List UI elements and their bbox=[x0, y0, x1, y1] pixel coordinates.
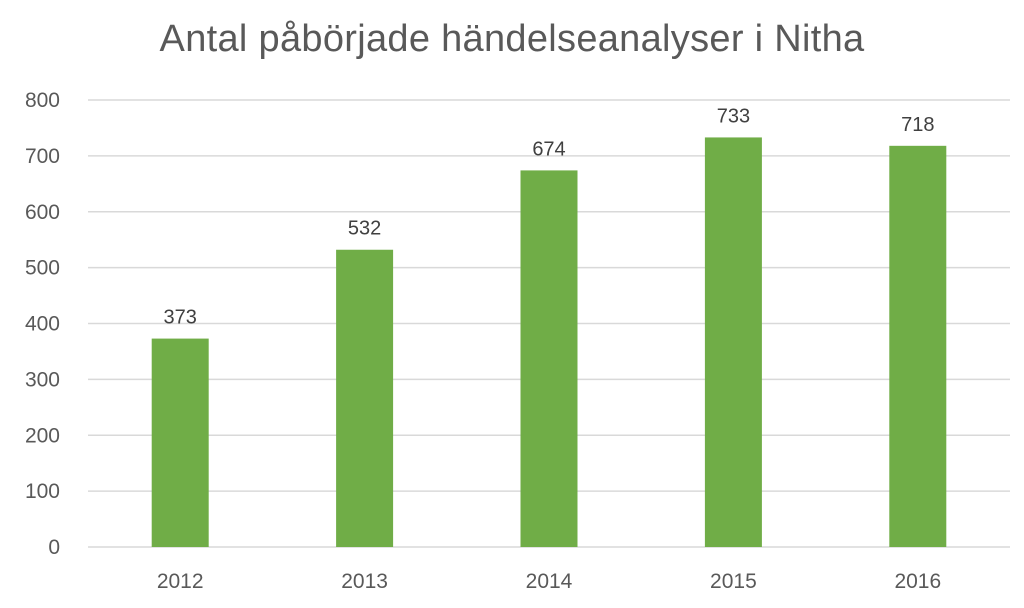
bars bbox=[151, 137, 947, 547]
y-tick-label: 800 bbox=[25, 89, 60, 112]
y-tick-label: 300 bbox=[25, 368, 60, 391]
data-label-2016: 718 bbox=[901, 114, 934, 136]
y-tick-label: 500 bbox=[25, 257, 60, 280]
y-tick-label: 600 bbox=[25, 201, 60, 224]
data-label-2014: 674 bbox=[532, 138, 565, 160]
x-axis-tick-labels: 2012 2013 2014 2015 2016 bbox=[157, 570, 941, 593]
chart-title: Antal påbörjade händelseanalyser i Nitha bbox=[159, 18, 865, 60]
bar-2013 bbox=[336, 249, 394, 547]
bar-2014 bbox=[520, 170, 578, 547]
y-axis-tick-labels: 0 100 200 300 400 500 600 700 800 bbox=[25, 89, 60, 559]
data-label-2012: 373 bbox=[164, 307, 197, 329]
data-labels: 373 532 674 733 718 bbox=[164, 105, 935, 328]
y-tick-label: 700 bbox=[25, 145, 60, 168]
bar-2016 bbox=[889, 145, 947, 547]
y-tick-label: 200 bbox=[25, 424, 60, 447]
x-tick-label-2015: 2015 bbox=[710, 570, 757, 593]
x-tick-label-2012: 2012 bbox=[157, 570, 204, 593]
y-tick-label: 100 bbox=[25, 480, 60, 503]
y-tick-label: 400 bbox=[25, 313, 60, 336]
x-tick-label-2016: 2016 bbox=[894, 570, 941, 593]
x-tick-label-2014: 2014 bbox=[526, 570, 573, 593]
x-tick-label-2013: 2013 bbox=[341, 570, 388, 593]
bar-2012 bbox=[151, 338, 209, 547]
y-tick-label: 0 bbox=[48, 536, 60, 559]
data-label-2015: 733 bbox=[717, 105, 750, 127]
bar-2015 bbox=[704, 137, 762, 547]
data-label-2013: 532 bbox=[348, 218, 381, 240]
